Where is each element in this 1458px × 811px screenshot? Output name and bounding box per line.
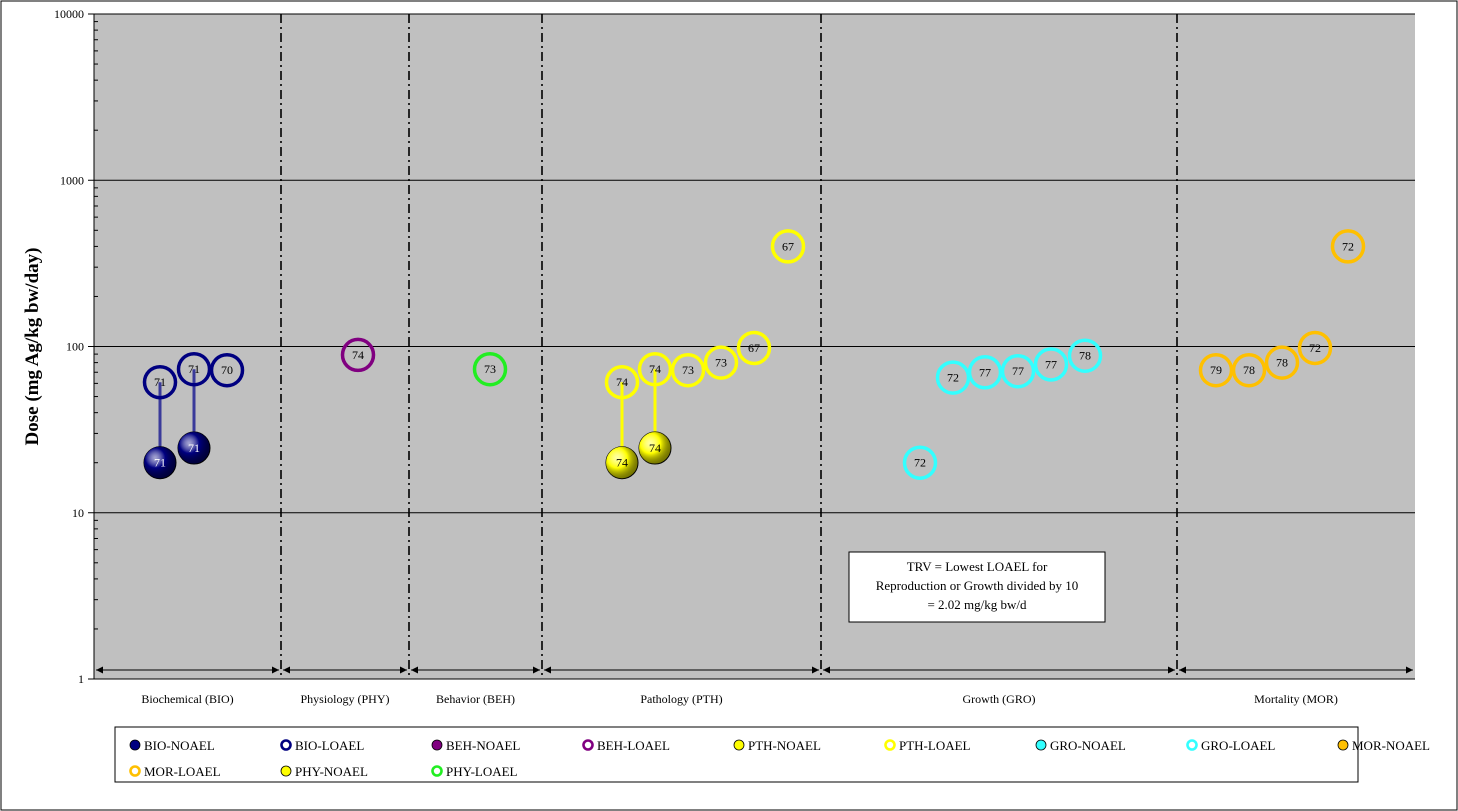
legend-label: BIO-LOAEL [295,738,364,753]
category-label-bio: Biochemical (BIO) [141,692,233,706]
bio-loael-point-label: 71 [154,375,166,389]
mor-loael-point-label: 72 [1342,239,1354,253]
legend-label: BEH-NOAEL [446,738,520,753]
trv-annotation-line: TRV = Lowest LOAEL for [907,559,1048,574]
legend-marker-filled [1036,740,1046,750]
category-label-beh: Behavior (BEH) [436,692,515,706]
pth-loael-point-label: 67 [748,341,760,355]
bio-noael-point-label: 71 [188,441,200,455]
pth-noael-point-label: 74 [616,456,628,470]
legend-label: MOR-NOAEL [1352,738,1430,753]
y-axis-title: Dose (mg Ag/kg bw/day) [22,248,43,446]
category-label-pth: Pathology (PTH) [640,692,722,706]
gro-loael-point-label: 78 [1079,349,1091,363]
trv-annotation-line: = 2.02 mg/kg bw/d [927,597,1027,612]
y-tick-label: 1 [78,672,84,686]
y-tick-label: 100 [66,340,84,354]
gro-loael-point-label: 77 [1045,357,1057,371]
pth-loael-point-label: 74 [616,375,628,389]
pth-noael-point-label: 74 [649,441,661,455]
legend-marker-filled [734,740,744,750]
legend-label: PHY-LOAEL [446,764,518,779]
legend-marker-filled [432,740,442,750]
y-tick-label: 10000 [54,7,84,21]
mor-loael-point-label: 78 [1276,356,1288,370]
pth-loael-point-label: 67 [782,239,794,253]
bio-loael-point-label: 71 [188,362,200,376]
beh-loael-point-label: 73 [484,362,496,376]
legend-marker-filled [1338,740,1348,750]
bio-noael-point-label: 71 [154,456,166,470]
pth-loael-point-label: 73 [715,356,727,370]
legend-label: PTH-NOAEL [748,738,821,753]
pth-loael-point-label: 74 [649,362,661,376]
category-label-gro: Growth (GRO) [963,692,1036,706]
legend-label: GRO-LOAEL [1201,738,1275,753]
legend-marker-filled [130,740,140,750]
gro-loael-point-label: 72 [914,456,926,470]
trv-annotation-line: Reproduction or Growth divided by 10 [876,578,1079,593]
category-label-phy: Physiology (PHY) [300,692,389,706]
bio-loael-point-label: 70 [221,363,233,377]
legend-marker-filled [281,766,291,776]
category-label-mor: Mortality (MOR) [1254,692,1338,706]
gro-loael-point-label: 77 [1012,364,1024,378]
legend-label: MOR-LOAEL [144,764,221,779]
mor-loael-point-label: 79 [1210,363,1222,377]
legend-label: GRO-NOAEL [1050,738,1126,753]
mor-loael-point-label: 72 [1309,341,1321,355]
y-tick-label: 1000 [60,173,84,187]
legend-label: PHY-NOAEL [295,764,368,779]
pth-loael-point-label: 73 [682,363,694,377]
gro-loael-point-label: 77 [979,365,991,379]
legend-label: BIO-NOAEL [144,738,215,753]
legend-label: PTH-LOAEL [899,738,971,753]
legend-label: BEH-LOAEL [597,738,670,753]
mor-loael-point-label: 78 [1243,363,1255,377]
phy-loael-point-label: 74 [352,348,364,362]
y-tick-label: 10 [72,506,84,520]
gro-loael-point-label: 72 [947,371,959,385]
